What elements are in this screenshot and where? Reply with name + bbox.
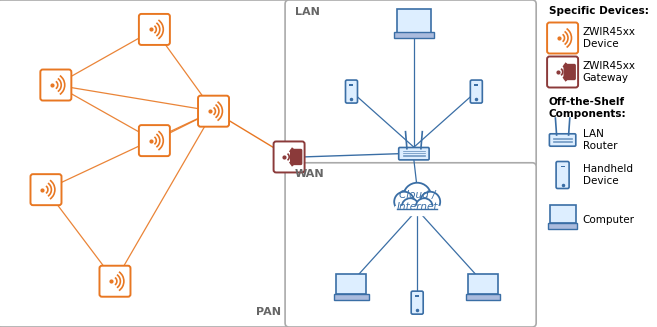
Bar: [396, 206, 439, 215]
FancyBboxPatch shape: [556, 162, 569, 188]
FancyBboxPatch shape: [99, 266, 131, 297]
Text: LAN
Router: LAN Router: [583, 129, 617, 151]
FancyBboxPatch shape: [547, 57, 578, 88]
FancyBboxPatch shape: [411, 291, 423, 314]
FancyBboxPatch shape: [549, 134, 576, 146]
FancyBboxPatch shape: [397, 9, 431, 33]
Text: ZWIR45xx
Device: ZWIR45xx Device: [583, 27, 635, 49]
Text: Handheld
Device: Handheld Device: [583, 164, 633, 186]
FancyBboxPatch shape: [336, 274, 367, 294]
Circle shape: [394, 192, 414, 212]
FancyBboxPatch shape: [547, 23, 578, 54]
FancyBboxPatch shape: [550, 205, 576, 223]
FancyBboxPatch shape: [468, 274, 498, 294]
FancyBboxPatch shape: [548, 222, 578, 229]
Circle shape: [416, 198, 433, 215]
FancyBboxPatch shape: [466, 294, 500, 300]
FancyBboxPatch shape: [285, 0, 536, 167]
FancyBboxPatch shape: [40, 70, 72, 100]
FancyBboxPatch shape: [139, 125, 170, 156]
FancyBboxPatch shape: [334, 294, 369, 300]
FancyBboxPatch shape: [470, 80, 482, 103]
Text: ZWIR45xx
Gateway: ZWIR45xx Gateway: [583, 61, 635, 83]
Text: LAN: LAN: [295, 7, 320, 17]
Text: Specific Devices:: Specific Devices:: [549, 6, 648, 16]
Bar: [560, 165, 564, 167]
Circle shape: [420, 192, 440, 212]
FancyBboxPatch shape: [139, 14, 170, 45]
FancyBboxPatch shape: [399, 147, 429, 160]
Text: PAN: PAN: [256, 307, 281, 317]
FancyBboxPatch shape: [346, 80, 357, 103]
Text: WAN: WAN: [295, 169, 325, 179]
FancyBboxPatch shape: [564, 64, 575, 79]
FancyBboxPatch shape: [0, 0, 290, 327]
Text: Off-the-Shelf
Components:: Off-the-Shelf Components:: [549, 97, 626, 119]
Text: Cloud /
Internet: Cloud / Internet: [396, 190, 438, 212]
Bar: [415, 295, 419, 297]
Bar: [350, 84, 353, 86]
FancyBboxPatch shape: [30, 174, 62, 205]
FancyBboxPatch shape: [394, 32, 434, 38]
FancyBboxPatch shape: [290, 149, 302, 164]
FancyBboxPatch shape: [198, 96, 229, 127]
Bar: [474, 84, 478, 86]
Circle shape: [401, 198, 419, 215]
FancyBboxPatch shape: [273, 142, 305, 172]
Text: Computer: Computer: [583, 215, 635, 225]
FancyBboxPatch shape: [285, 163, 536, 327]
Circle shape: [403, 183, 431, 211]
